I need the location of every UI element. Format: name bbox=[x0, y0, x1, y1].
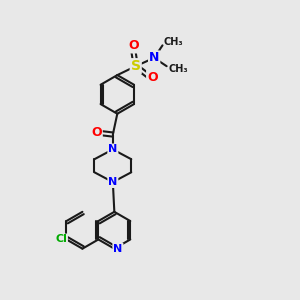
Text: O: O bbox=[128, 40, 139, 52]
Text: N: N bbox=[108, 177, 118, 187]
Text: Cl: Cl bbox=[55, 235, 67, 244]
Text: O: O bbox=[91, 126, 102, 139]
Text: N: N bbox=[108, 144, 118, 154]
Text: CH₃: CH₃ bbox=[164, 37, 184, 47]
Text: CH₃: CH₃ bbox=[168, 64, 188, 74]
Text: O: O bbox=[147, 71, 158, 84]
Text: S: S bbox=[131, 59, 141, 73]
Text: N: N bbox=[149, 51, 159, 64]
Text: N: N bbox=[113, 244, 122, 254]
